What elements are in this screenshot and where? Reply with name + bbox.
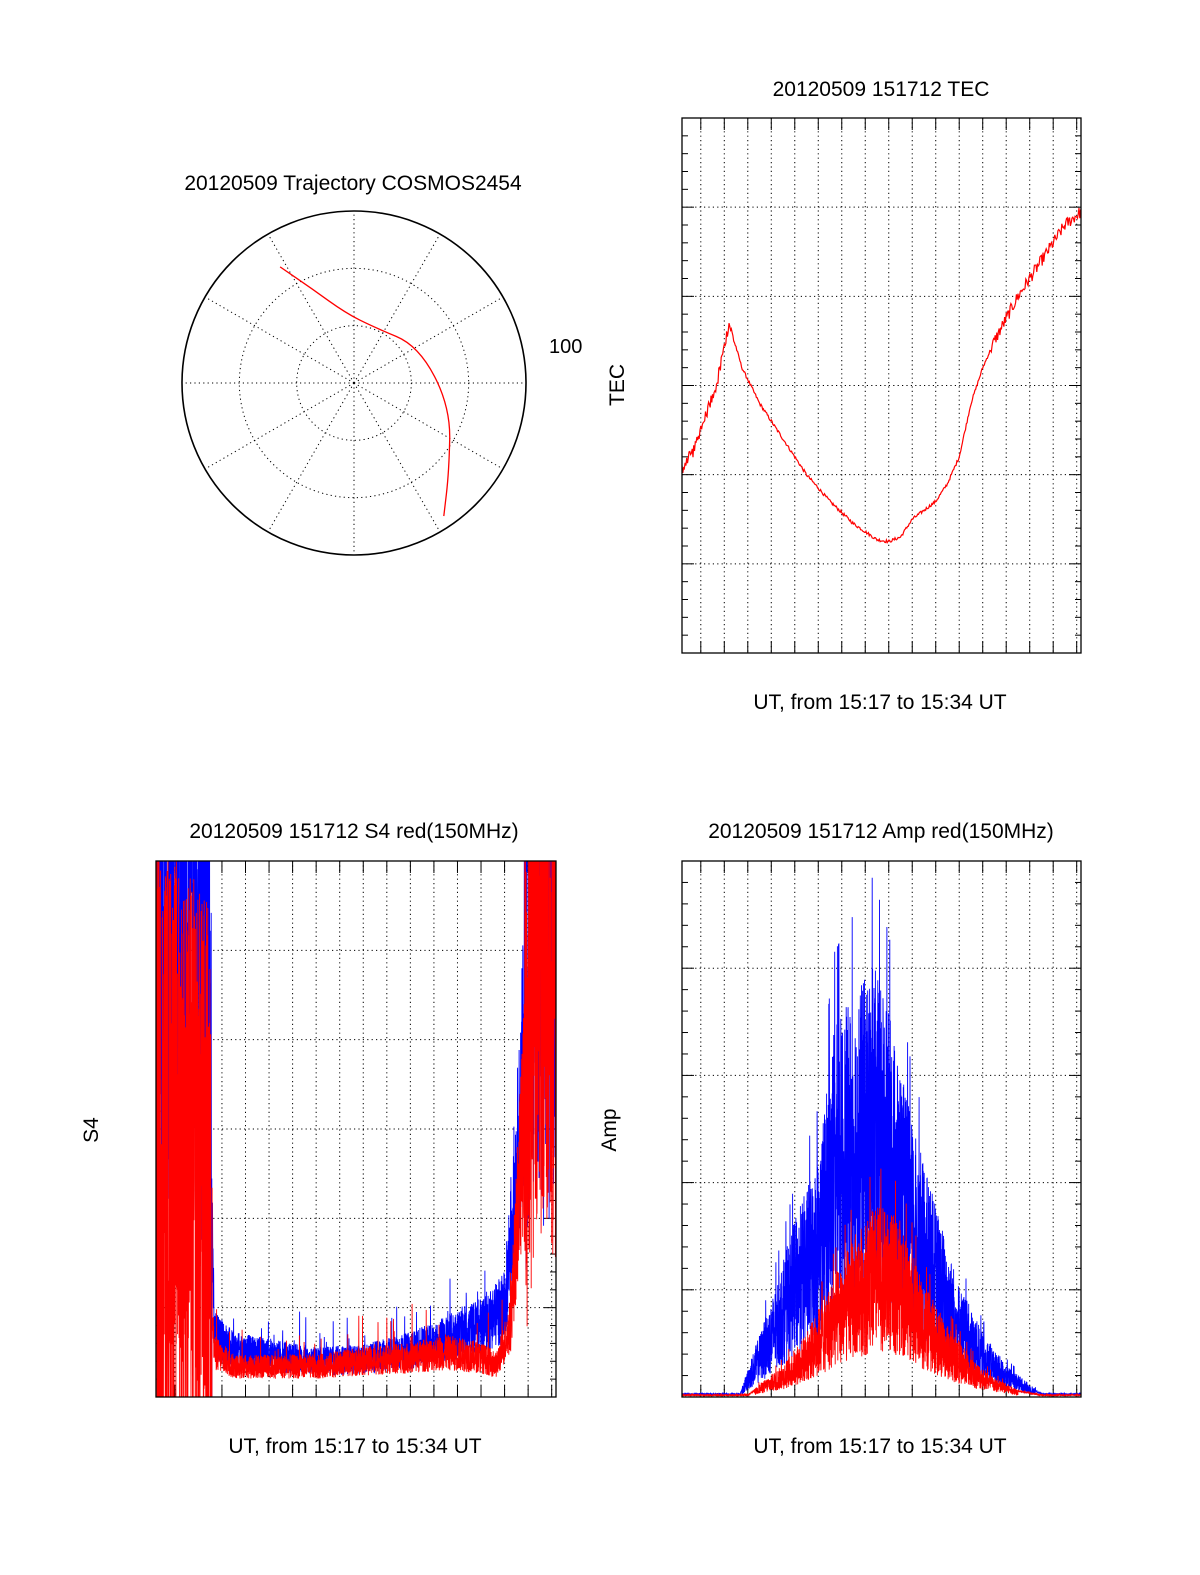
tec-series <box>681 207 1082 544</box>
trajectory-panel: 20120509 Trajectory COSMOS2454 100 <box>181 172 582 556</box>
trajectory-spoke-60 <box>353 296 504 384</box>
trajectory-spoke-300 <box>204 296 355 384</box>
tec-line <box>681 207 1082 544</box>
trajectory-grid <box>181 210 527 556</box>
amp-xlabel: UT, from 15:17 to 15:34 UT <box>753 1435 1006 1458</box>
trajectory-series <box>279 266 451 517</box>
tec-ylabel: TEC <box>606 364 629 406</box>
amp-series-blue <box>682 877 1081 1397</box>
trajectory-spoke-120 <box>353 382 504 470</box>
tec-panel: 20120509 151712 TEC UT, from 15:17 to 15… <box>606 78 1082 714</box>
amp-panel: 20120509 151712 Amp red(150MHz) UT, from… <box>598 820 1082 1458</box>
trajectory-spoke-210 <box>267 382 355 533</box>
s4-series-red <box>156 861 556 1397</box>
s4-xlabel: UT, from 15:17 to 15:34 UT <box>228 1435 481 1458</box>
amp-ylabel: Amp <box>598 1108 621 1151</box>
amp-frame <box>681 860 1082 1398</box>
trajectory-spoke-240 <box>204 382 355 470</box>
trajectory-spoke-150 <box>353 382 441 533</box>
tec-xlabel: UT, from 15:17 to 15:34 UT <box>753 691 1006 714</box>
amp-title: 20120509 151712 Amp red(150MHz) <box>708 820 1054 843</box>
trajectory-spoke-30 <box>353 233 441 384</box>
s4-ylabel: S4 <box>80 1117 103 1143</box>
trajectory-extra-label: 100 <box>549 336 582 358</box>
s4-title: 20120509 151712 S4 red(150MHz) <box>189 820 518 843</box>
trajectory-title: 20120509 Trajectory COSMOS2454 <box>184 172 522 195</box>
s4-panel: 20120509 151712 S4 red(150MHz) UT, from … <box>80 820 557 1458</box>
s4-series <box>156 861 556 1397</box>
amp-series <box>682 877 1081 1397</box>
tec-frame <box>681 117 1082 654</box>
trajectory-path <box>279 266 451 517</box>
amp-series-red <box>682 1168 1081 1397</box>
tec-grid <box>682 117 1081 654</box>
tec-title: 20120509 151712 TEC <box>773 78 990 101</box>
s4-frame <box>155 860 557 1398</box>
